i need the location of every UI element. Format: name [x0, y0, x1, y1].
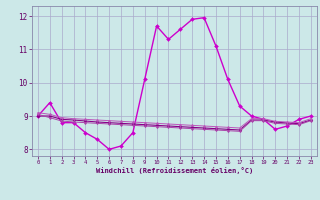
- X-axis label: Windchill (Refroidissement éolien,°C): Windchill (Refroidissement éolien,°C): [96, 167, 253, 174]
